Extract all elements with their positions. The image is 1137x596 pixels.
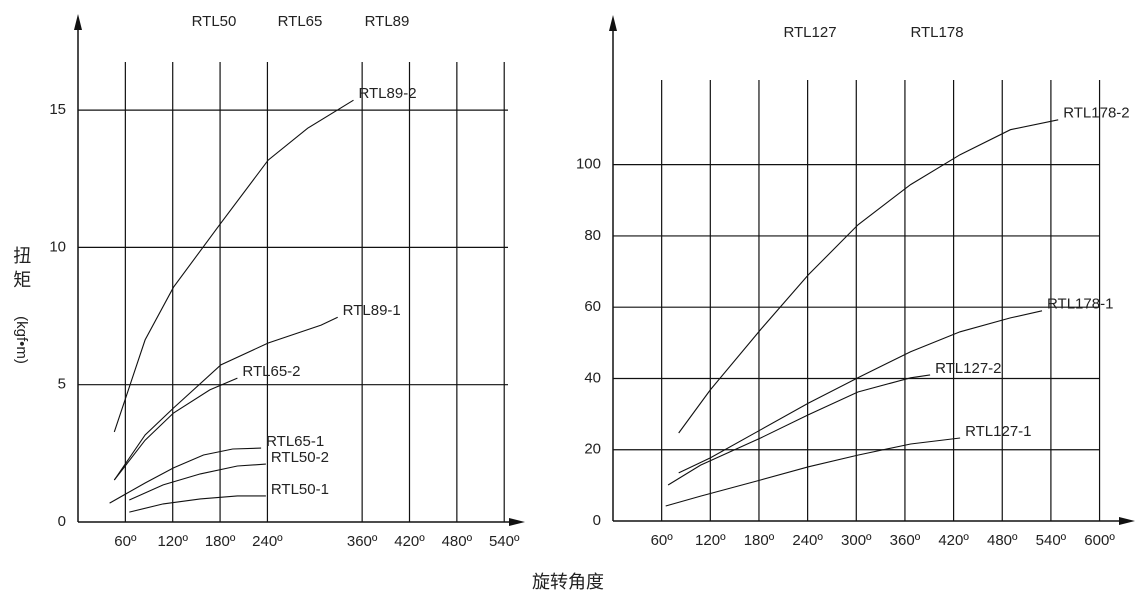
annotation: RTL65	[278, 13, 323, 30]
y-tick-label: 40	[584, 369, 601, 386]
x-tick-label: 120º	[157, 533, 188, 550]
y-tick-label: 20	[584, 441, 601, 458]
y-axis-arrow	[609, 15, 617, 31]
curve	[129, 495, 266, 513]
x-tick-label: 480º	[987, 532, 1018, 549]
series-label: RTL89-1	[343, 302, 401, 319]
series-label: RTL50-1	[271, 481, 329, 498]
x-tick-label: 60º	[651, 532, 674, 549]
y-tick-label: 5	[58, 376, 66, 393]
x-tick-label: 540º	[489, 533, 520, 550]
x-tick-label: 180º	[205, 533, 236, 550]
y-axis-label: 扭矩	[11, 246, 31, 294]
series-label: RTL178-2	[1063, 105, 1129, 122]
x-axis-label: 旋转角度	[532, 572, 604, 592]
x-tick-label: 240º	[252, 533, 283, 550]
curve	[665, 437, 961, 507]
x-tick-label: 600º	[1084, 532, 1115, 549]
curve	[113, 99, 354, 433]
x-tick-label: 300º	[841, 532, 872, 549]
x-tick-label: 540º	[1036, 532, 1067, 549]
series-label: RTL178-1	[1047, 296, 1113, 313]
curve	[678, 310, 1043, 474]
series-label: RTL127-2	[935, 360, 1001, 377]
curve	[113, 316, 338, 481]
y-tick-label: 15	[49, 101, 66, 118]
x-axis-arrow	[1119, 517, 1135, 525]
series-label: RTL127-1	[965, 423, 1031, 440]
y-tick-label: 80	[584, 227, 601, 244]
annotation: RTL178	[910, 24, 963, 41]
y-tick-label: 60	[584, 298, 601, 315]
x-tick-label: 420º	[394, 533, 425, 550]
x-tick-label: 120º	[695, 532, 726, 549]
x-tick-label: 360º	[890, 532, 921, 549]
y-tick-label: 0	[593, 512, 601, 529]
curve	[667, 374, 931, 486]
annotation: RTL127	[783, 24, 836, 41]
annotation: RTL50	[192, 13, 237, 30]
series-label: RTL89-2	[358, 85, 416, 102]
x-tick-label: 420º	[938, 532, 969, 549]
y-tick-label: 10	[49, 238, 66, 255]
curve	[109, 447, 262, 504]
curve	[113, 377, 238, 481]
curve	[129, 463, 266, 501]
y-tick-label: 100	[576, 156, 601, 173]
x-tick-label: 480º	[442, 533, 473, 550]
annotation: RTL89	[365, 13, 410, 30]
y-axis-unit: (kgf•m)	[13, 316, 30, 364]
x-tick-label: 360º	[347, 533, 378, 550]
series-label: RTL50-2	[271, 449, 329, 466]
y-axis-arrow	[74, 14, 82, 30]
series-label: RTL65-1	[266, 433, 324, 450]
x-tick-label: 240º	[792, 532, 823, 549]
series-label: RTL65-2	[242, 363, 300, 380]
x-tick-label: 180º	[744, 532, 775, 549]
y-tick-label: 0	[58, 513, 66, 530]
x-tick-label: 60º	[114, 533, 137, 550]
curve	[678, 119, 1059, 434]
x-axis-arrow	[509, 518, 525, 526]
